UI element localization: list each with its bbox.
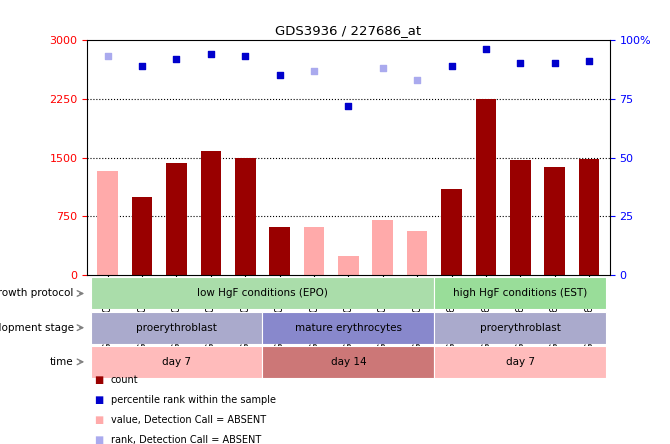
Bar: [132, 197, 153, 275]
Bar: [434, 346, 606, 378]
Bar: [97, 171, 118, 275]
Bar: [373, 220, 393, 275]
Text: ■: ■: [94, 415, 103, 425]
Text: value, Detection Call = ABSENT: value, Detection Call = ABSENT: [111, 415, 266, 425]
Text: day 7: day 7: [506, 357, 535, 367]
Bar: [200, 151, 221, 275]
Bar: [510, 160, 531, 275]
Bar: [304, 226, 324, 275]
Point: [446, 62, 457, 69]
Text: time: time: [50, 357, 74, 367]
Point: [137, 62, 147, 69]
Bar: [338, 256, 358, 275]
Point: [412, 76, 423, 83]
Point: [584, 58, 594, 65]
Point: [240, 53, 251, 60]
Point: [377, 65, 388, 72]
Point: [549, 60, 560, 67]
Bar: [90, 346, 263, 378]
Bar: [269, 226, 290, 275]
Point: [309, 67, 320, 74]
Point: [343, 102, 354, 109]
Text: proerythroblast: proerythroblast: [136, 323, 217, 333]
Text: proerythroblast: proerythroblast: [480, 323, 561, 333]
Bar: [90, 312, 263, 344]
Bar: [235, 158, 255, 275]
Text: ■: ■: [94, 395, 103, 405]
Bar: [442, 189, 462, 275]
Text: mature erythrocytes: mature erythrocytes: [295, 323, 402, 333]
Text: count: count: [111, 375, 138, 385]
Point: [515, 60, 526, 67]
Bar: [166, 163, 187, 275]
Text: ■: ■: [94, 435, 103, 444]
Point: [206, 51, 216, 58]
Bar: [544, 167, 565, 275]
Text: percentile rank within the sample: percentile rank within the sample: [111, 395, 275, 405]
Text: high HgF conditions (EST): high HgF conditions (EST): [453, 289, 588, 298]
Bar: [579, 159, 600, 275]
Text: growth protocol: growth protocol: [0, 289, 74, 298]
Bar: [434, 278, 606, 309]
Bar: [476, 99, 496, 275]
Point: [274, 71, 285, 79]
Title: GDS3936 / 227686_at: GDS3936 / 227686_at: [275, 24, 421, 37]
Text: development stage: development stage: [0, 323, 74, 333]
Text: ■: ■: [94, 375, 103, 385]
Bar: [407, 231, 427, 275]
Point: [171, 55, 182, 62]
Bar: [263, 312, 434, 344]
Point: [103, 53, 113, 60]
Bar: [90, 278, 434, 309]
Text: day 14: day 14: [330, 357, 366, 367]
Point: [480, 46, 491, 53]
Bar: [263, 346, 434, 378]
Text: low HgF conditions (EPO): low HgF conditions (EPO): [197, 289, 328, 298]
Bar: [434, 312, 606, 344]
Text: rank, Detection Call = ABSENT: rank, Detection Call = ABSENT: [111, 435, 261, 444]
Text: day 7: day 7: [162, 357, 191, 367]
